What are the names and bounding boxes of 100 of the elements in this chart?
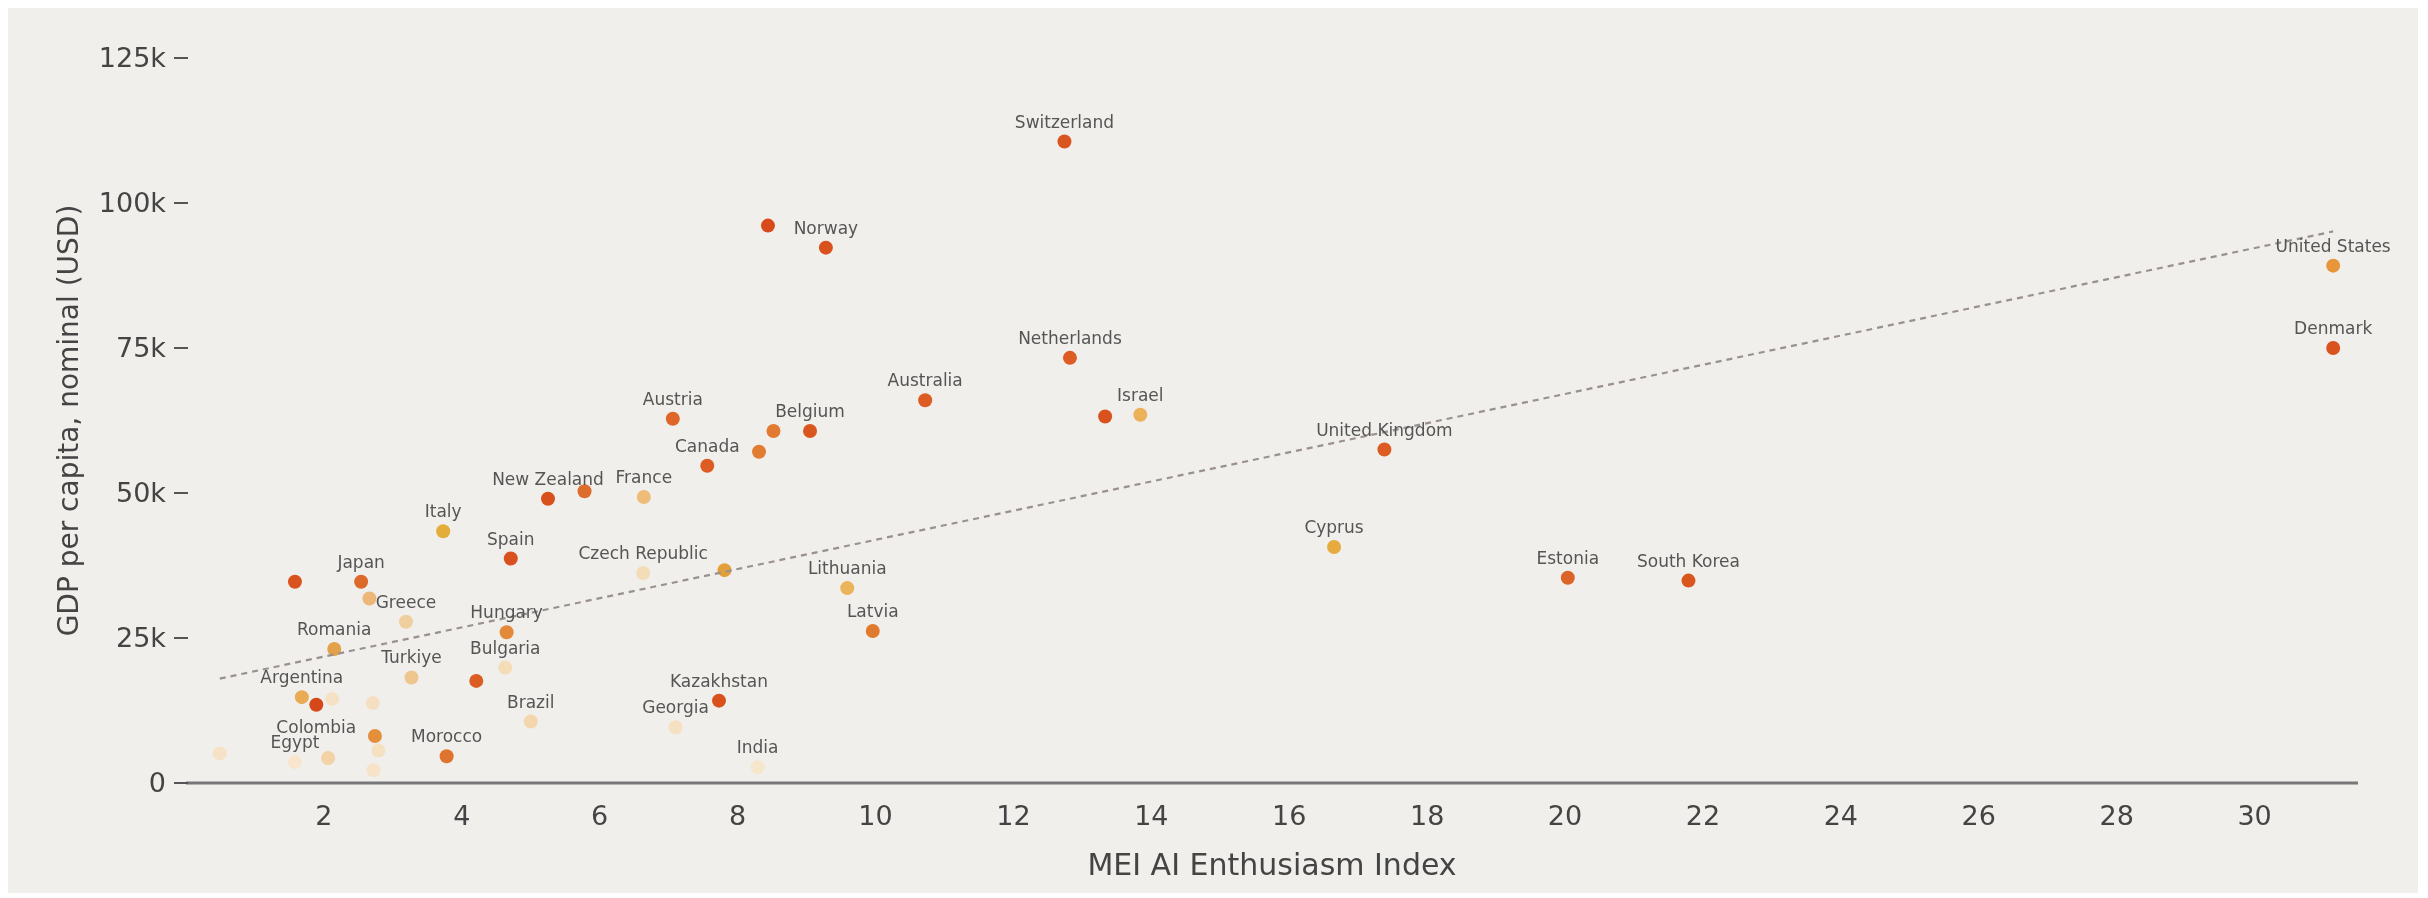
point	[398, 614, 413, 629]
point	[325, 691, 340, 706]
point	[498, 660, 513, 675]
point	[636, 490, 651, 505]
y-tick-label: 125k	[98, 42, 167, 74]
annotation: France	[615, 467, 673, 488]
annotation: Greece	[375, 591, 437, 612]
point	[577, 484, 592, 499]
point	[287, 755, 302, 770]
annotation: Israel	[1117, 384, 1164, 405]
x-tick-label: 22	[1685, 800, 1721, 831]
point	[365, 695, 380, 710]
x-tick-label: 26	[1961, 800, 1996, 831]
point	[712, 693, 726, 708]
point	[1098, 409, 1113, 424]
y-tick-label: 75k	[116, 332, 167, 364]
point	[436, 524, 451, 539]
point	[327, 642, 342, 657]
x-tick-label: 4	[453, 800, 471, 831]
point	[818, 240, 833, 255]
point	[309, 697, 324, 712]
point	[523, 714, 538, 729]
y-axis-title: GDP per capita, nominal (USD)	[52, 204, 85, 637]
point	[1133, 407, 1148, 422]
annotation: Australia	[887, 370, 963, 391]
x-tick-label: 28	[2099, 800, 2134, 831]
point	[367, 729, 382, 744]
point	[751, 444, 766, 459]
annotation: Canada	[674, 435, 740, 456]
annotation: United Kingdom	[1316, 419, 1453, 440]
point	[760, 218, 775, 233]
point	[1681, 573, 1696, 588]
point	[865, 624, 880, 639]
point	[287, 574, 302, 589]
annotation: Argentina	[260, 667, 344, 688]
annotation: Austria	[642, 388, 703, 409]
annotation: Bulgaria	[470, 637, 541, 658]
x-tick-label: 30	[2237, 800, 2272, 831]
annotation: Belgium	[775, 400, 845, 421]
point	[469, 673, 484, 688]
x-tick-label: 14	[1134, 800, 1169, 831]
point	[503, 551, 518, 566]
x-tick-label: 16	[1272, 800, 1307, 831]
point	[321, 751, 336, 766]
point	[1327, 539, 1342, 554]
annotation: Netherlands	[1018, 327, 1122, 348]
annotation: Cyprus	[1304, 516, 1364, 537]
annotation: Czech Republic	[578, 543, 708, 564]
annotation: United States	[2275, 235, 2391, 256]
y-tick-label: 100k	[98, 187, 167, 219]
annotation: New Zealand	[492, 468, 604, 489]
y-tick-label: 25k	[116, 622, 167, 654]
annotation: Denmark	[2294, 318, 2373, 338]
annotation: Norway	[793, 217, 859, 238]
point	[840, 581, 855, 596]
point	[766, 423, 781, 438]
point	[700, 458, 715, 473]
point	[212, 746, 227, 761]
annotation: Georgia	[642, 697, 709, 718]
y-tick-label: 0	[148, 767, 166, 799]
point	[404, 670, 419, 685]
point	[803, 423, 818, 438]
point	[2326, 341, 2341, 355]
point	[294, 690, 309, 705]
annotation: Japan	[336, 551, 385, 572]
annotation: Brazil	[507, 691, 555, 712]
point	[439, 749, 454, 764]
x-tick-label: 24	[1823, 800, 1859, 831]
x-tick-label: 20	[1547, 800, 1583, 831]
annotation: Hungary	[470, 602, 543, 623]
point	[1560, 570, 1575, 585]
x-tick-label: 12	[996, 800, 1031, 831]
annotation: Morocco	[411, 726, 483, 747]
point	[1057, 134, 1072, 149]
annotation: Estonia	[1536, 547, 1600, 568]
annotation: Latvia	[846, 601, 899, 622]
point	[354, 574, 369, 589]
point	[668, 720, 683, 735]
annotation: Lithuania	[807, 558, 887, 579]
annotation: Switzerland	[1014, 111, 1115, 132]
annotation: South Korea	[1636, 550, 1740, 571]
annotation: Egypt	[270, 732, 320, 753]
x-axis-title: MEI AI Enthusiasm Index	[1087, 847, 1457, 882]
annotation: Turkiye	[380, 647, 442, 668]
point	[750, 760, 765, 775]
point	[362, 591, 377, 606]
point	[1062, 350, 1077, 365]
annotation: India	[736, 737, 779, 758]
annotation: Italy	[424, 501, 462, 522]
point	[2326, 258, 2341, 273]
annotation: Romania	[297, 619, 372, 640]
point	[1377, 442, 1392, 457]
point	[541, 491, 555, 506]
x-tick-label: 8	[729, 800, 747, 831]
y-tick-label: 50k	[116, 477, 167, 509]
annotation: Kazakhstan	[670, 670, 768, 691]
point	[665, 411, 680, 426]
point	[366, 763, 381, 778]
x-tick-label: 2	[315, 800, 333, 831]
x-tick-label: 6	[591, 800, 609, 831]
